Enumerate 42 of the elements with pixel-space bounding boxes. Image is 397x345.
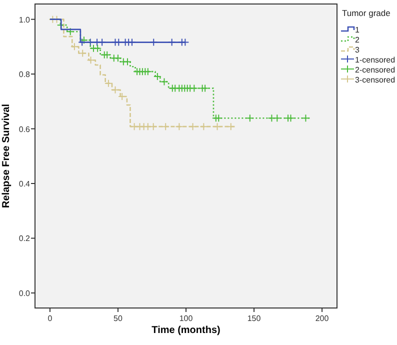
legend-label: 1 — [355, 26, 360, 34]
point — [144, 68, 152, 76]
x-tick-label: 200 — [315, 314, 330, 323]
legend-label: 2-censored — [355, 66, 396, 74]
point — [286, 114, 295, 122]
point — [66, 28, 74, 36]
y-tick-label: 0.6 — [18, 124, 31, 134]
point — [246, 114, 254, 122]
y-tick-label: 0.0 — [18, 288, 31, 298]
point — [149, 122, 158, 131]
legend-label: 3 — [355, 46, 360, 54]
legend-title: Tumor grade — [342, 8, 391, 18]
point — [86, 56, 95, 64]
x-tick-label: 50 — [114, 314, 123, 323]
x-tick-label: 150 — [247, 314, 262, 323]
y-tick-label: 1.0 — [18, 15, 31, 24]
point — [200, 122, 208, 131]
point — [302, 114, 310, 122]
y-tick-label: 0.2 — [18, 234, 31, 244]
point — [201, 84, 210, 92]
point — [104, 79, 112, 88]
point — [103, 50, 112, 59]
point — [273, 114, 282, 122]
y-axis-title: Relapse Free Survival — [1, 104, 12, 208]
legend-label: 3-censored — [355, 76, 396, 84]
point — [160, 78, 168, 86]
x-axis-title: Time (months) — [152, 325, 220, 336]
y-tick-label: 0.8 — [18, 70, 31, 80]
legend-label: 2 — [355, 36, 360, 44]
point — [268, 114, 276, 122]
point — [162, 122, 170, 131]
point — [124, 58, 132, 66]
point — [70, 42, 78, 51]
point — [153, 72, 162, 81]
x-tick-label: 100 — [179, 314, 194, 323]
point — [214, 114, 223, 122]
x-tick-label: 0 — [48, 314, 53, 323]
legend-label: 1-censored — [355, 56, 396, 64]
point — [94, 44, 102, 52]
point — [175, 122, 184, 131]
point — [190, 84, 198, 92]
y-tick-label: 0.4 — [18, 180, 31, 188]
